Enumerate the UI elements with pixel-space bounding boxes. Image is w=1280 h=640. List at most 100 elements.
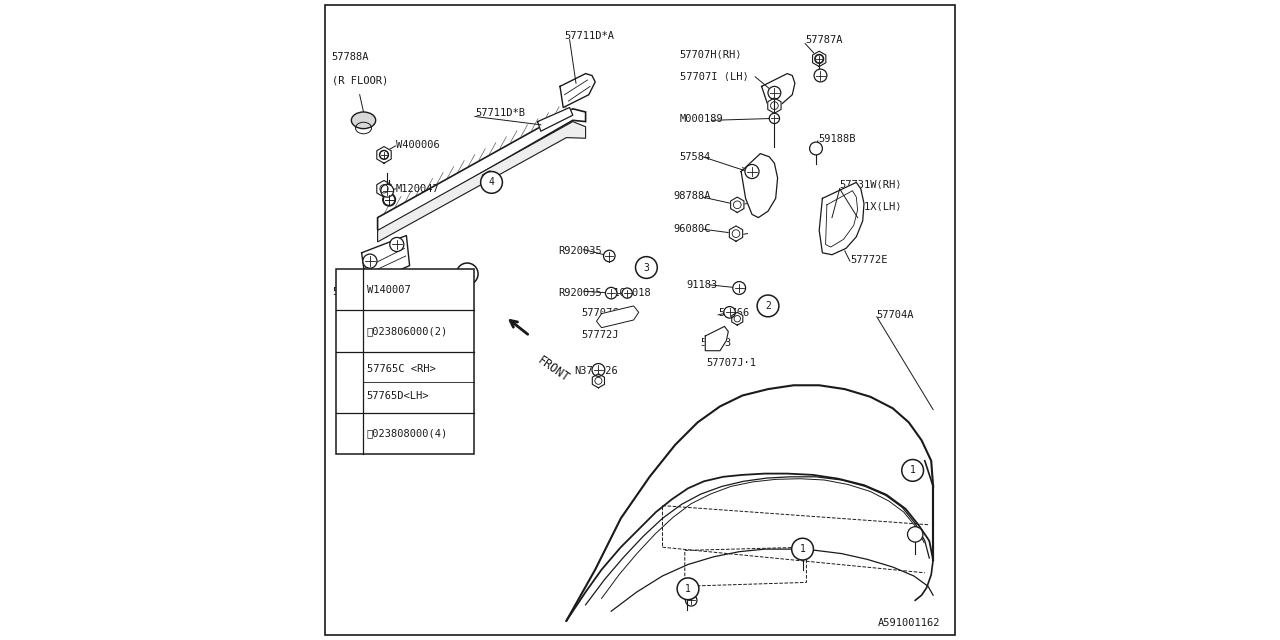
Circle shape (768, 86, 781, 99)
Polygon shape (483, 171, 497, 188)
Text: 1: 1 (465, 269, 470, 279)
Circle shape (733, 282, 745, 294)
Circle shape (686, 595, 698, 606)
Text: 57731X⟨LH⟩: 57731X⟨LH⟩ (840, 202, 902, 212)
Text: 57766: 57766 (718, 308, 749, 319)
Text: 57711D*A: 57711D*A (564, 31, 614, 41)
Text: 91183: 91183 (686, 280, 717, 291)
Text: 57711E: 57711E (422, 308, 460, 319)
Polygon shape (378, 122, 585, 242)
Text: 2: 2 (347, 326, 352, 336)
Text: R920035: R920035 (558, 288, 602, 298)
Text: W140007: W140007 (367, 285, 411, 294)
Text: 57727D: 57727D (333, 287, 370, 297)
Circle shape (605, 287, 617, 299)
Circle shape (604, 250, 614, 262)
Text: 4: 4 (347, 429, 352, 438)
Circle shape (340, 424, 358, 443)
Text: 57707C: 57707C (581, 308, 618, 319)
Circle shape (815, 54, 824, 63)
Text: 96080C: 96080C (673, 224, 710, 234)
Polygon shape (561, 74, 595, 108)
Circle shape (814, 69, 827, 82)
Polygon shape (593, 374, 604, 388)
Text: 57772J: 57772J (581, 330, 618, 340)
Polygon shape (596, 306, 639, 328)
Text: 1: 1 (685, 584, 691, 594)
Text: 57772E: 57772E (850, 255, 887, 265)
Polygon shape (362, 236, 410, 285)
Ellipse shape (351, 112, 376, 129)
Text: Ⓝ023808000(4): Ⓝ023808000(4) (367, 429, 448, 438)
Bar (335, 269, 474, 454)
Text: 57731W⟨RH⟩: 57731W⟨RH⟩ (840, 180, 902, 191)
Polygon shape (420, 272, 461, 312)
Circle shape (591, 364, 604, 376)
Text: 59188B: 59188B (818, 134, 855, 145)
Circle shape (756, 295, 778, 317)
Circle shape (340, 372, 358, 392)
Polygon shape (768, 98, 781, 113)
Circle shape (635, 257, 658, 278)
Polygon shape (741, 154, 777, 218)
Circle shape (457, 263, 479, 285)
Circle shape (364, 254, 378, 268)
Circle shape (384, 194, 396, 205)
Text: 1: 1 (910, 465, 915, 476)
Polygon shape (819, 182, 864, 255)
Circle shape (791, 538, 814, 560)
Text: M000189: M000189 (680, 114, 723, 124)
Text: FRONT: FRONT (535, 354, 572, 385)
Text: N370026: N370026 (575, 366, 618, 376)
Text: 57704A: 57704A (877, 310, 914, 321)
Polygon shape (705, 326, 728, 351)
Circle shape (622, 288, 632, 298)
Text: 57765C <RH>: 57765C <RH> (367, 364, 435, 374)
Text: 57584: 57584 (680, 152, 710, 163)
Circle shape (379, 150, 389, 159)
Circle shape (340, 321, 358, 340)
Text: 57765D<LH>: 57765D<LH> (367, 391, 429, 401)
Text: 57707J·1: 57707J·1 (707, 358, 756, 369)
Text: 3: 3 (347, 378, 352, 387)
Polygon shape (376, 180, 392, 197)
Circle shape (381, 184, 394, 197)
Text: 3: 3 (644, 262, 649, 273)
Circle shape (680, 585, 694, 599)
Text: M120047: M120047 (396, 184, 439, 195)
Text: 57787A: 57787A (805, 35, 842, 45)
Polygon shape (762, 74, 795, 106)
Circle shape (796, 543, 812, 558)
Polygon shape (732, 312, 742, 325)
Circle shape (480, 172, 502, 193)
Text: A591001162: A591001162 (878, 618, 941, 628)
Circle shape (340, 280, 358, 300)
Text: W100018: W100018 (607, 288, 650, 298)
Text: 57707H⟨RH⟩: 57707H⟨RH⟩ (680, 50, 742, 60)
Polygon shape (731, 197, 744, 212)
Text: 57783: 57783 (701, 338, 732, 348)
Text: R920035: R920035 (558, 246, 602, 257)
Polygon shape (813, 51, 826, 67)
Text: W400006: W400006 (396, 140, 439, 150)
Text: Ⓝ023806000(2): Ⓝ023806000(2) (367, 326, 448, 336)
Circle shape (677, 578, 699, 600)
Polygon shape (378, 109, 585, 237)
Text: 2: 2 (765, 301, 771, 311)
Text: 57788A: 57788A (332, 52, 369, 63)
Circle shape (389, 237, 404, 252)
Circle shape (908, 527, 923, 542)
Text: 1: 1 (347, 285, 352, 294)
Text: 98788A: 98788A (673, 191, 710, 201)
Text: 57711D*B: 57711D*B (475, 108, 525, 118)
Circle shape (745, 164, 759, 179)
Circle shape (901, 460, 924, 481)
Polygon shape (730, 226, 742, 241)
Circle shape (769, 113, 780, 124)
Circle shape (724, 307, 736, 318)
Polygon shape (376, 147, 392, 163)
Text: 57707I ⟨LH⟩: 57707I ⟨LH⟩ (680, 72, 749, 82)
Polygon shape (538, 108, 573, 131)
Text: 4: 4 (489, 177, 494, 188)
Polygon shape (438, 284, 472, 319)
